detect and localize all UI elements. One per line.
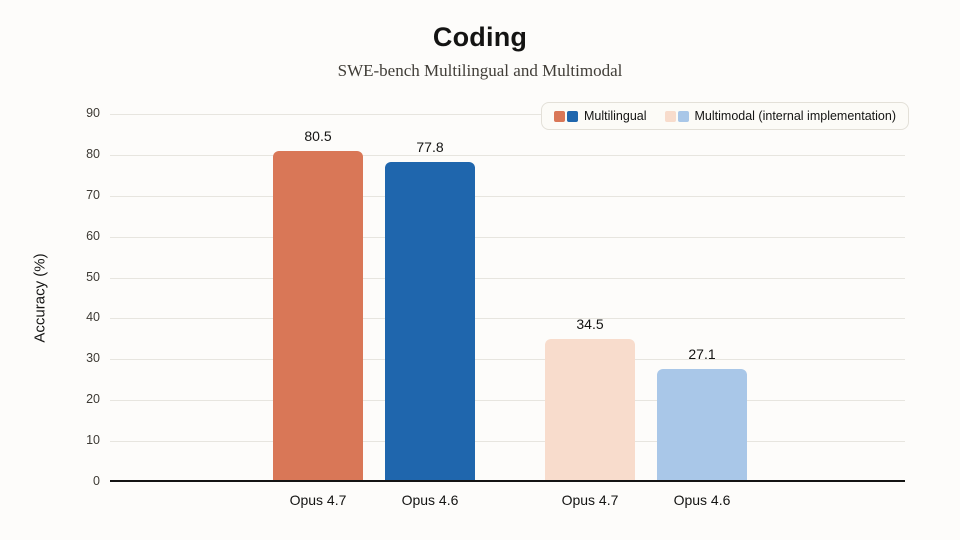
gridline — [110, 114, 905, 115]
y-tick-label: 40 — [86, 310, 100, 325]
y-axis-label: Accuracy (%) — [31, 253, 49, 343]
bar-opus-4-6-1 — [385, 161, 475, 480]
y-tick-label: 90 — [86, 106, 100, 120]
y-axis-label-wrap: Accuracy (%) — [30, 114, 50, 482]
legend: Multilingual Multimodal (internal implem… — [540, 102, 909, 130]
legend-item-multilingual: Multilingual — [553, 109, 647, 123]
y-tick-label: 20 — [86, 392, 100, 407]
x-category-label: Opus 4.7 — [561, 492, 619, 508]
chart-region: Accuracy (%) Multilingual Multimodal ( — [0, 92, 960, 522]
bar-value-label: 34.5 — [576, 315, 604, 332]
chart-subtitle: SWE-bench Multilingual and Multimodal — [337, 61, 623, 80]
legend-swatch-pair — [664, 110, 689, 122]
legend-swatch-multimodal-1 — [664, 110, 676, 122]
legend-swatch-pair — [553, 110, 578, 122]
y-tick-label: 60 — [86, 228, 100, 243]
legend-swatch-multilingual-1 — [553, 110, 565, 122]
plot-area: Multilingual Multimodal (internal implem… — [86, 102, 909, 508]
gridline — [110, 154, 905, 156]
gridline — [110, 318, 905, 320]
y-tick-label: 0 — [93, 474, 100, 488]
y-tick-label: 30 — [86, 351, 100, 366]
gridline — [110, 277, 905, 279]
bar-value-label: 77.8 — [416, 138, 444, 155]
gridline — [110, 236, 905, 238]
bar-value-label: 27.1 — [688, 346, 716, 363]
y-tick-label: 50 — [86, 269, 100, 284]
bar-opus-4-7-2 — [545, 338, 635, 480]
y-tick-label: 10 — [86, 433, 100, 448]
legend-item-multimodal: Multimodal (internal implementation) — [664, 109, 896, 123]
chart-title: Coding — [432, 22, 528, 52]
legend-label-multimodal: Multimodal (internal implementation) — [694, 109, 896, 123]
y-tick-label: 80 — [86, 146, 100, 161]
x-category-label: Opus 4.7 — [289, 492, 347, 508]
x-category-label: Opus 4.6 — [673, 492, 731, 508]
bar-opus-4-7-0 — [273, 150, 363, 480]
gridline — [110, 359, 905, 361]
gridline — [110, 195, 905, 197]
gridline — [110, 441, 905, 443]
x-category-label: Opus 4.6 — [401, 492, 459, 508]
bar-value-label: 80.5 — [304, 127, 332, 144]
gridline — [110, 400, 905, 402]
bar-opus-4-6-3 — [657, 369, 747, 480]
legend-swatch-multimodal-2 — [677, 110, 689, 122]
legend-swatch-multilingual-2 — [566, 110, 578, 122]
legend-label-multilingual: Multilingual — [583, 109, 647, 123]
y-tick-label: 70 — [86, 187, 100, 202]
